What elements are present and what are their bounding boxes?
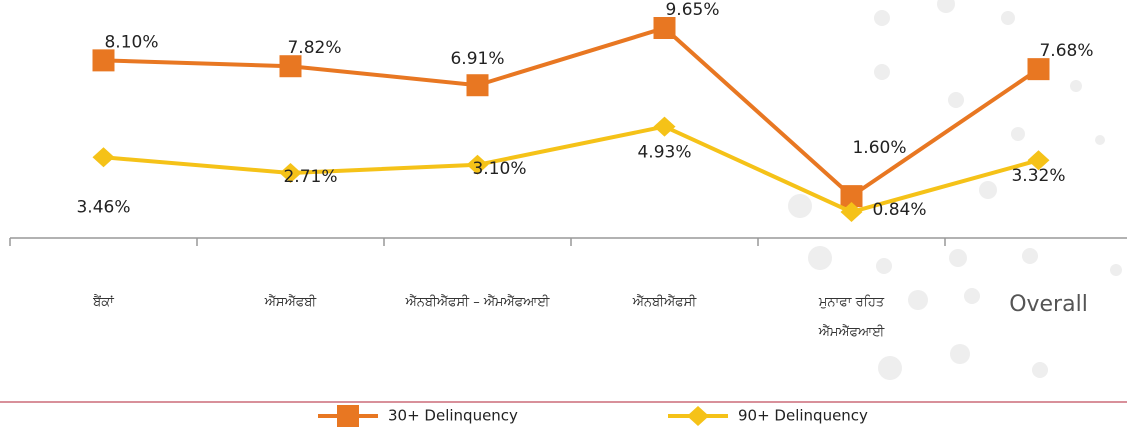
data-label: 0.84%: [872, 200, 926, 220]
x-tick-label: ਮੁਨਾਫਾ ਰਹਿਤ ਐੱਮਐੱਫਆਈ: [818, 295, 885, 340]
marker: [279, 162, 302, 183]
legend-marker: [337, 405, 359, 427]
marker: [466, 74, 489, 97]
series: 3.46% 2.71% 3.10% 4.93% 0.84% 3.32%: [76, 116, 1066, 222]
line: [103, 124, 1040, 215]
x-tick-label: ਐੱਨਬੀਐੱਫਸੀ: [632, 295, 697, 310]
marker: [653, 116, 676, 137]
marker: [840, 202, 863, 222]
legend-label: 90+ Delinquency: [738, 407, 868, 425]
data-label: 3.10%: [472, 159, 526, 179]
data-label: 3.46%: [76, 197, 130, 217]
data-label: 3.32%: [1011, 166, 1065, 186]
marker: [1027, 150, 1050, 171]
legend-marker: [687, 406, 709, 426]
data-label: 7.68%: [1039, 41, 1093, 61]
marker: [653, 17, 676, 39]
x-tick-label: Overall: [1009, 292, 1088, 317]
data-label: 6.91%: [450, 49, 504, 69]
data-label: 7.82%: [287, 38, 341, 58]
x-tick-label: ਐੱਸਐੱਫਬੀ: [264, 295, 317, 310]
data-label: 4.93%: [637, 143, 691, 163]
marker: [1027, 58, 1050, 81]
decoration: [788, 0, 1122, 380]
x-tick-label: ਐੱਨਬੀਐੱਫਸੀ – ਐੱਮਐੱਫਆਈ: [405, 295, 550, 310]
x-tick-label: ਬੈਂਕਾਂ: [93, 295, 114, 310]
marker: [92, 49, 115, 72]
marker: [466, 154, 489, 175]
legend-label: 30+ Delinquency: [388, 407, 518, 425]
data-label: 2.71%: [283, 167, 337, 187]
data-label: 9.65%: [665, 0, 719, 20]
marker: [279, 55, 302, 78]
series: 8.10% 7.82% 6.91% 9.65% 1.60% 7.68%: [92, 0, 1094, 208]
data-label: 1.60%: [852, 138, 906, 158]
line: [103, 25, 1040, 199]
marker: [92, 147, 115, 168]
marker: [840, 185, 863, 208]
data-label: 8.10%: [104, 32, 158, 52]
